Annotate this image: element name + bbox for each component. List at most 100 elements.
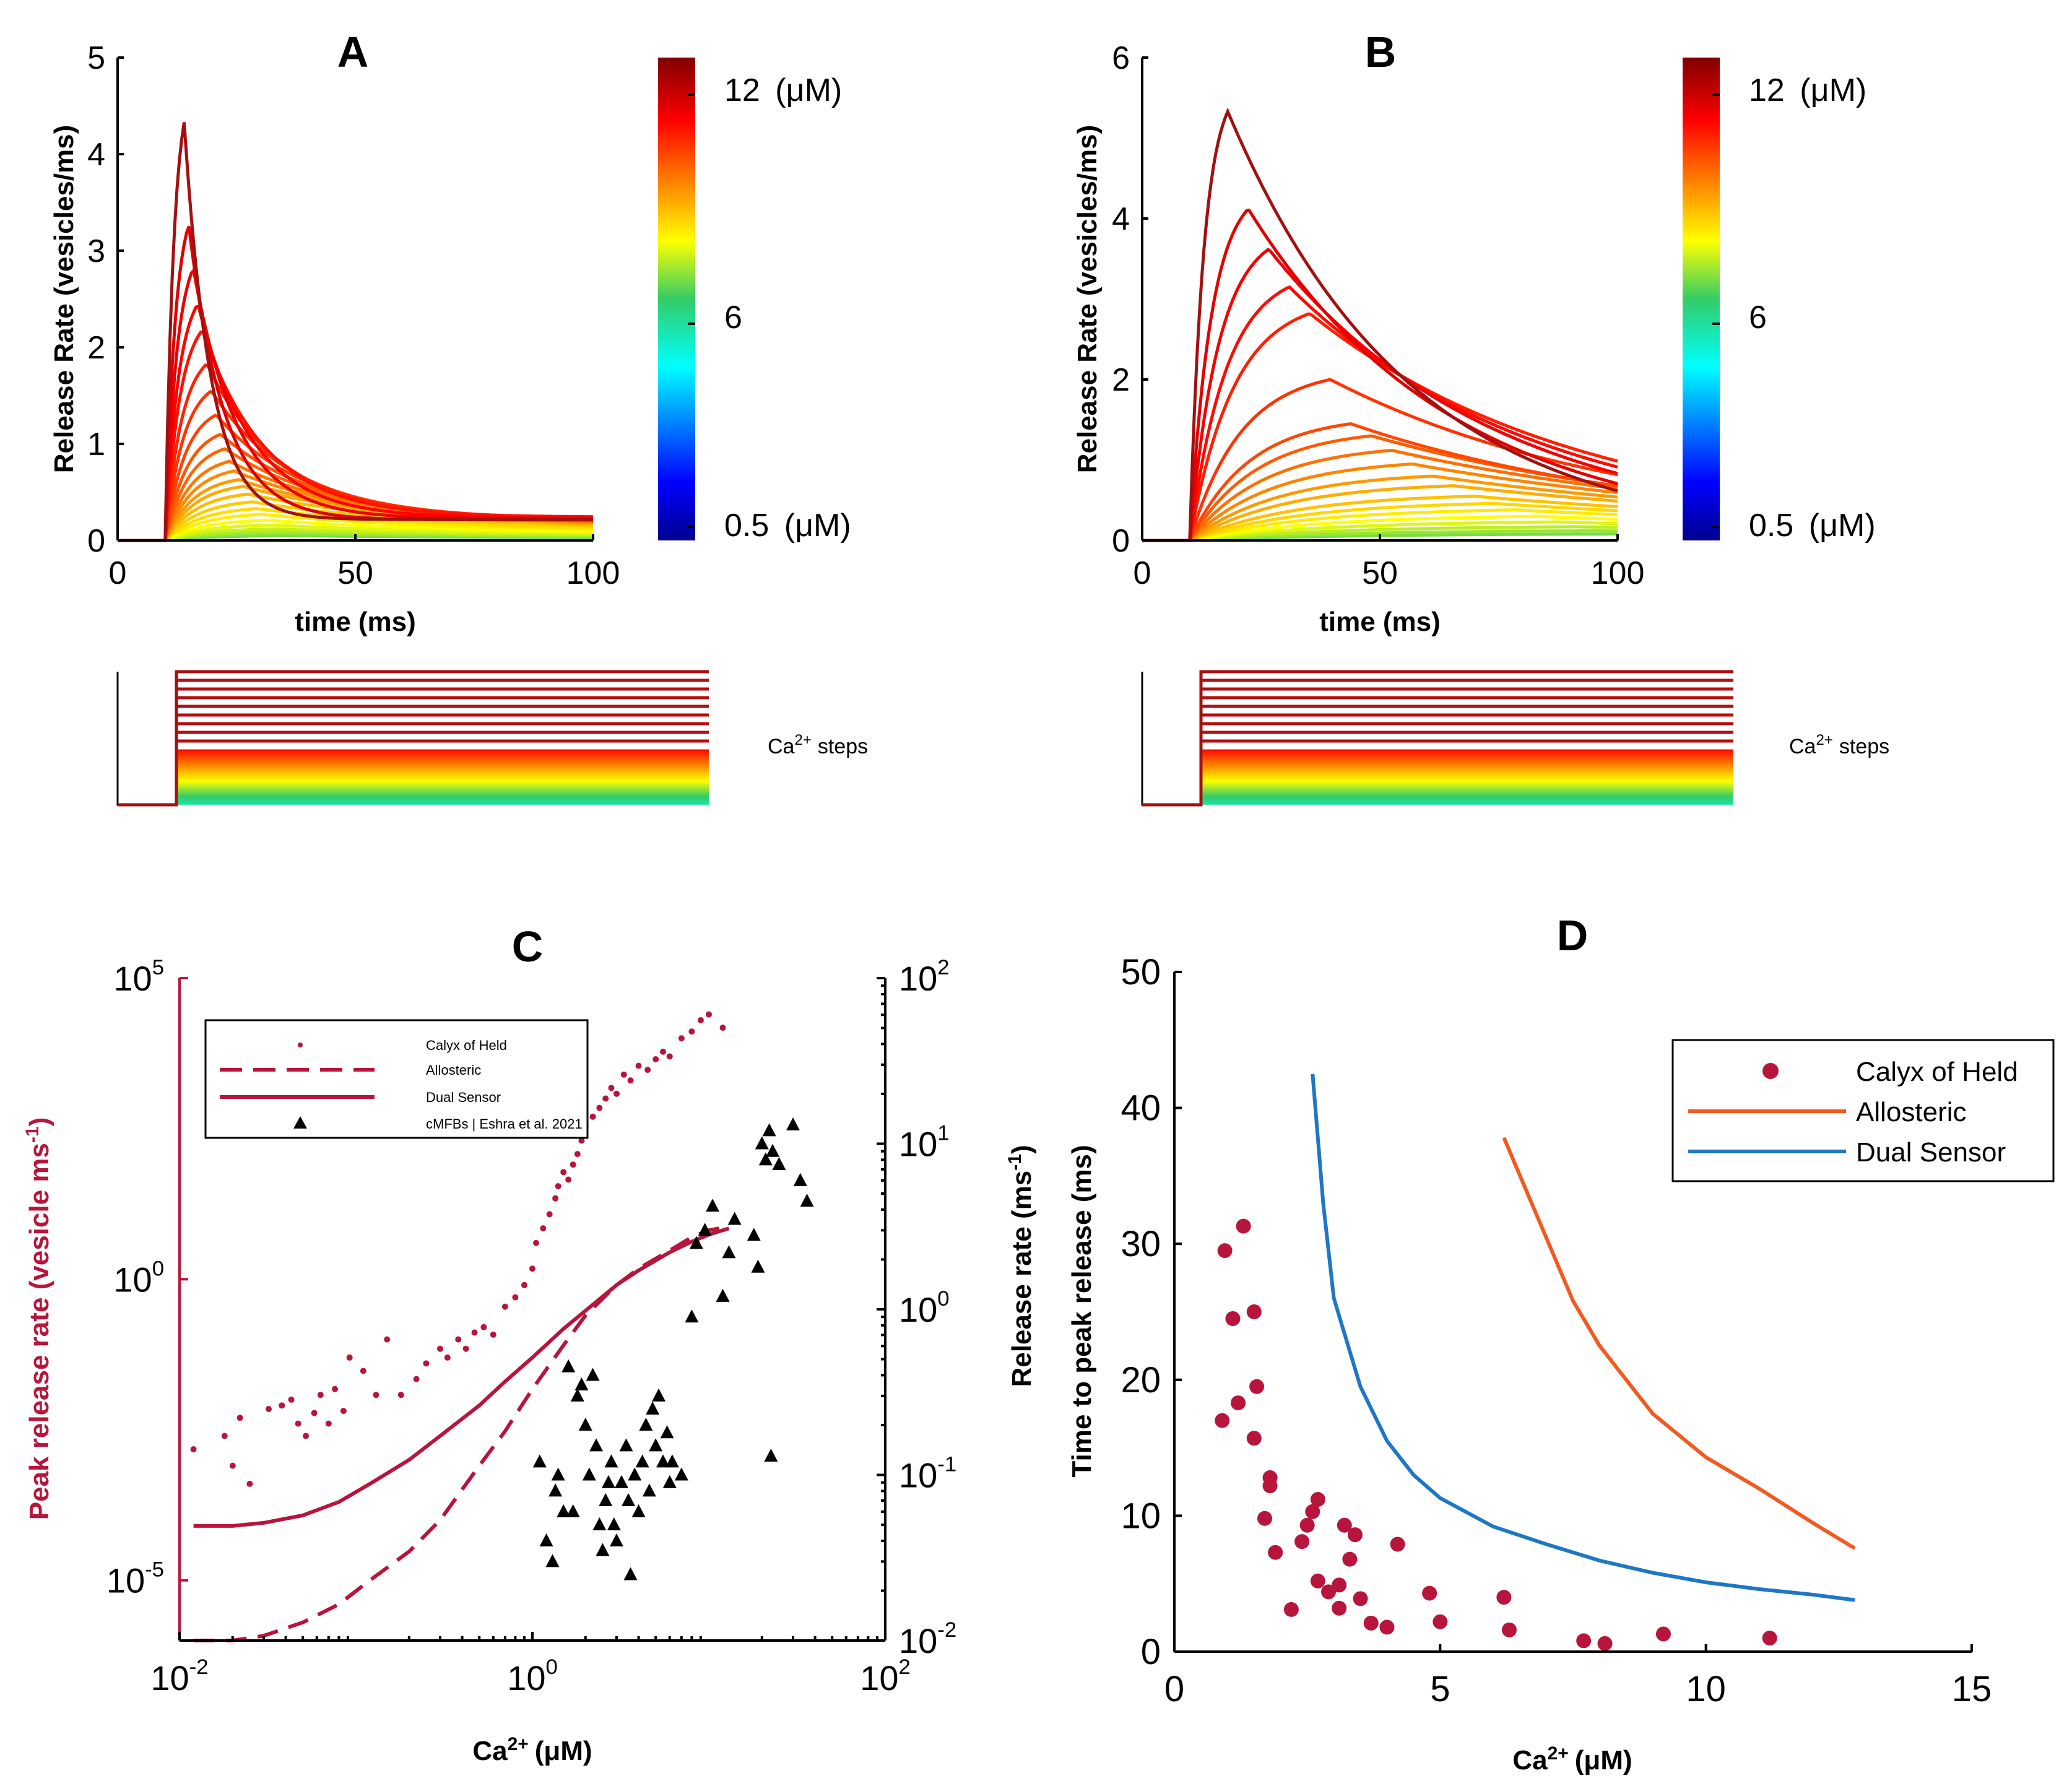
c-calyx-point	[279, 1402, 285, 1409]
c-cmfbs-point	[628, 1467, 642, 1481]
panel-a-curve	[118, 500, 594, 542]
d-calyx-point	[1655, 1626, 1671, 1642]
c-cmfbs-point	[614, 1475, 628, 1488]
c-calyx-point	[480, 1324, 487, 1330]
panel-a-ytick-label: 1	[87, 427, 105, 462]
d-calyx-point	[1433, 1614, 1448, 1629]
c-calyx-point	[436, 1345, 443, 1352]
panel-b-curve	[1142, 529, 1618, 542]
panel-a-curve	[118, 527, 594, 542]
c-left-ytick-label-exp: 0	[152, 1257, 164, 1280]
d-calyx-point	[1305, 1504, 1320, 1519]
panel-b-curve	[1142, 501, 1618, 542]
d-calyx-point	[1246, 1304, 1262, 1319]
c-cmfbs-point	[561, 1359, 576, 1372]
c-cmfbs-point	[646, 1402, 660, 1415]
c-left-ytick-label-exp: -5	[145, 1558, 164, 1582]
c-xtick-label: 102	[860, 1655, 911, 1697]
c-calyx-point	[613, 1090, 620, 1097]
c-xtick-label-base: 10	[507, 1658, 545, 1697]
c-right-ytick-label-base: 10	[899, 1290, 937, 1329]
c-cmfbs-point	[660, 1425, 674, 1439]
c-cmfbs-point	[706, 1199, 720, 1212]
c-cmfbs-point	[751, 1259, 765, 1273]
c-allosteric-line	[193, 1225, 730, 1642]
c-right-ytick-label: 100	[899, 1287, 950, 1329]
c-xtick-label-base: 10	[150, 1658, 189, 1697]
c-cmfbs-point	[596, 1543, 610, 1556]
panel-d-ticks: 0 5 10 15 0 10 20 30 40 50	[1121, 952, 1992, 1709]
d-ytick-label: 30	[1121, 1224, 1161, 1264]
c-cmfbs-point	[586, 1368, 600, 1381]
d-calyx-point	[1597, 1636, 1613, 1651]
panel-b-colorbar	[1683, 58, 1720, 540]
panel-d-series	[1215, 1073, 1856, 1651]
c-cmfbs-point	[656, 1454, 670, 1468]
c-calyx-point	[325, 1420, 332, 1427]
panel-a-curve	[118, 122, 593, 542]
c-left-label-sup: -1	[22, 1126, 43, 1143]
c-calyx-point	[560, 1169, 567, 1176]
c-calyx-point	[360, 1368, 366, 1374]
panel-a-xtick-label: 0	[109, 555, 127, 591]
d-calyx-point	[1231, 1395, 1246, 1411]
d-allosteric-line	[1502, 1137, 1856, 1550]
c-cmfbs-point	[689, 1236, 703, 1249]
c-calyx-point	[666, 1053, 673, 1060]
panel-d-legend: Calyx of Held Allosteric Dual Sensor	[1671, 1039, 2055, 1182]
panel-b-steps-label: Ca2+ steps	[1789, 732, 1889, 758]
c-calyx-point	[311, 1410, 318, 1416]
c-cmfbs-point	[582, 1467, 596, 1481]
d-calyx-point	[1294, 1534, 1310, 1550]
panel-a-colorbar	[658, 58, 695, 540]
c-calyx-point	[221, 1433, 228, 1439]
panel-a-steps-label: Ca2+ steps	[768, 732, 868, 758]
panel-b-cb-top: 12 (μM)	[1749, 72, 1866, 108]
c-calyx-point	[455, 1336, 462, 1343]
panel-a-cb-bottom-value: 0.5	[724, 508, 769, 544]
c-left-ytick-label-base: 10	[106, 1561, 145, 1600]
panel-b-curve	[1142, 474, 1618, 542]
c-calyx-point	[660, 1048, 667, 1055]
panel-a-curve	[118, 513, 594, 542]
d-calyx-point	[1299, 1517, 1315, 1533]
d-ytick-label: 20	[1121, 1360, 1161, 1400]
c-cmfbs-point	[532, 1454, 547, 1468]
c-calyx-point	[608, 1085, 615, 1091]
c-right-ytick-label-exp: -1	[937, 1453, 956, 1476]
c-cmfbs-point	[772, 1156, 786, 1170]
c-cmfbs-point	[762, 1123, 776, 1137]
panel-b-xtick-label: 0	[1134, 555, 1151, 591]
c-calyx-point	[589, 1113, 596, 1120]
d-calyx-point	[1215, 1413, 1230, 1428]
c-cmfbs-point	[652, 1388, 666, 1402]
legend-cmfbs-label: cMFBs | Eshra et al. 2021	[426, 1116, 583, 1132]
panel-b-xlabel: time (ms)	[1319, 607, 1441, 637]
c-cmfbs-point	[631, 1504, 646, 1517]
c-cmfbs-point	[601, 1475, 615, 1488]
c-calyx-point	[303, 1433, 310, 1439]
panel-b-colorbar-ticks	[1712, 93, 1720, 528]
c-calyx-point	[190, 1446, 197, 1453]
c-cmfbs-point	[662, 1475, 677, 1488]
panel-b-ticks: 0 50 100 0 2 4 6	[1112, 40, 1644, 591]
panel-b-cb-bottom-value: 0.5	[1749, 508, 1793, 544]
c-calyx-point	[678, 1035, 685, 1042]
panel-b-ytick-label: 0	[1112, 523, 1130, 559]
c-cmfbs-point	[545, 1554, 560, 1567]
panel-b-xtick-label: 50	[1362, 555, 1398, 591]
c-calyx-point	[555, 1183, 561, 1190]
steps-sup: 2+	[794, 732, 811, 748]
d-dual-sensor-line	[1311, 1073, 1855, 1602]
c-cmfbs-point	[639, 1417, 653, 1431]
c-cmfbs-point	[722, 1245, 736, 1259]
d-calyx-point	[1342, 1551, 1358, 1567]
c-cmfbs-point	[685, 1309, 699, 1323]
c-calyx-point	[444, 1354, 451, 1361]
c-calyx-point	[265, 1405, 272, 1412]
c-left-ytick-label: 10-5	[106, 1558, 164, 1600]
legend-d-calyx-marker	[1762, 1063, 1779, 1079]
c-cmfbs-point	[793, 1173, 807, 1186]
legend-calyx-label: Calyx of Held	[426, 1038, 507, 1053]
c-calyx-point	[462, 1345, 469, 1352]
